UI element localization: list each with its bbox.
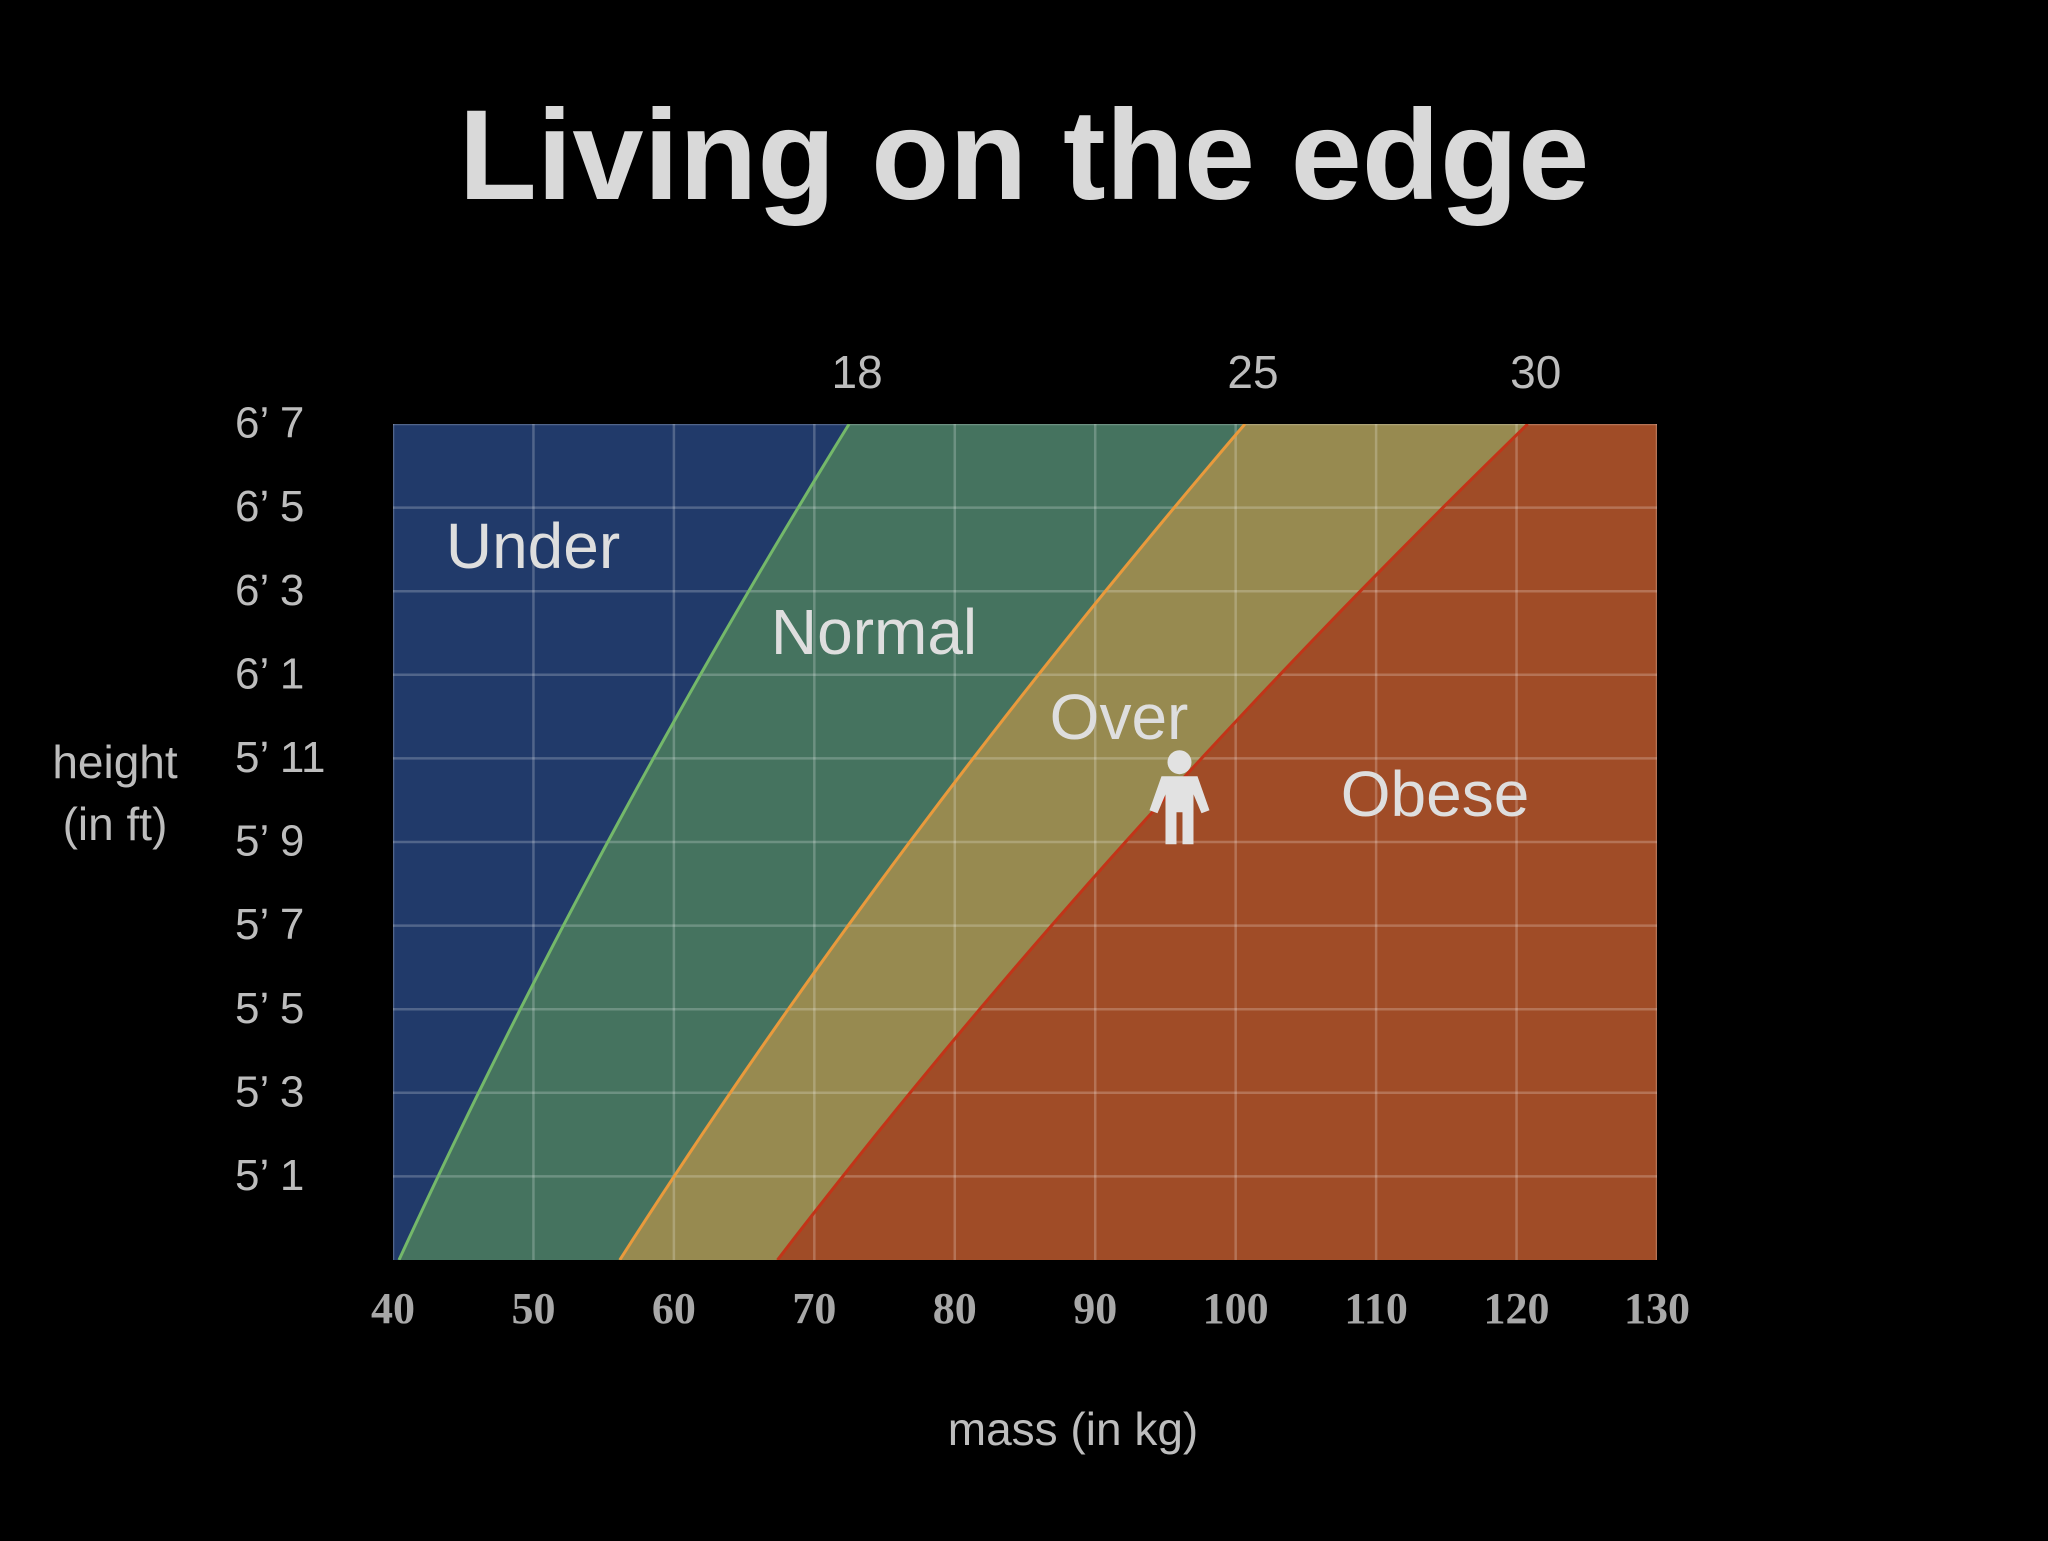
x-tick-label: 40 [371, 1284, 415, 1333]
y-tick-label: 5’ 9 [235, 817, 304, 866]
x-tick-label: 110 [1344, 1284, 1408, 1333]
y-axis-label: height [52, 736, 178, 788]
person-head [1167, 750, 1192, 775]
region-label: Obese [1341, 758, 1530, 830]
x-tick-label: 120 [1484, 1284, 1550, 1333]
x-tick-label: 90 [1073, 1284, 1117, 1333]
chart-title: Living on the edge [459, 84, 1590, 227]
y-tick-label: 5’ 11 [235, 733, 326, 782]
y-tick-label: 6’ 5 [235, 482, 304, 531]
y-axis-label: (in ft) [63, 798, 168, 850]
region [398, 424, 1245, 1260]
x-tick-label: 60 [652, 1284, 696, 1333]
x-axis-label: mass (in kg) [948, 1403, 1198, 1455]
boundary-line [776, 424, 1529, 1260]
boundary-label: 18 [832, 346, 883, 398]
person-marker [1149, 750, 1210, 845]
boundary-line [618, 424, 1247, 1260]
person-body [1149, 776, 1210, 845]
plot-area [393, 424, 1657, 1260]
region-label: Under [446, 510, 620, 582]
x-tick-label: 80 [933, 1284, 977, 1333]
boundary-line [397, 424, 851, 1260]
region-label: Over [1050, 681, 1189, 753]
y-tick-label: 6’ 3 [235, 566, 304, 615]
x-tick-label: 130 [1624, 1284, 1690, 1333]
y-tick-label: 5’ 5 [235, 984, 304, 1033]
y-tick-label: 5’ 1 [235, 1151, 304, 1200]
boundary-label: 25 [1227, 346, 1278, 398]
y-tick-label: 6’ 1 [235, 649, 304, 698]
y-tick-label: 5’ 3 [235, 1067, 304, 1116]
y-tick-label: 5’ 7 [235, 900, 304, 949]
boundary-label: 30 [1510, 346, 1561, 398]
region [619, 424, 1528, 1260]
region [777, 424, 1657, 1260]
x-tick-label: 100 [1203, 1284, 1269, 1333]
x-tick-label: 50 [511, 1284, 555, 1333]
region-label: Normal [771, 596, 977, 668]
x-tick-label: 70 [792, 1284, 836, 1333]
region [393, 424, 850, 1260]
y-tick-label: 6’ 7 [235, 399, 304, 448]
